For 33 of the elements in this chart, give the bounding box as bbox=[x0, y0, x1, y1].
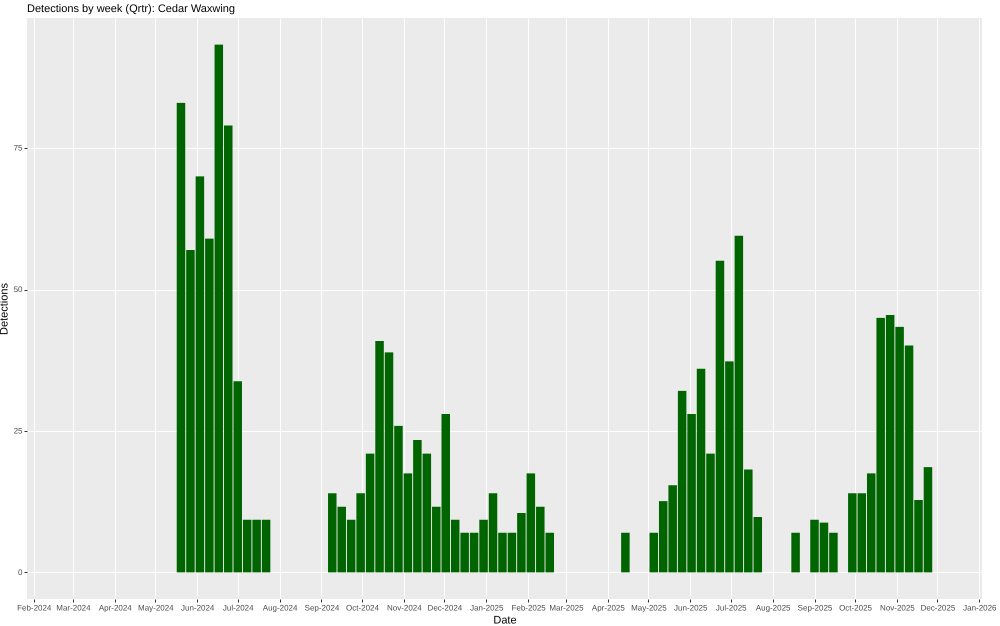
x-tick-label: Feb-2025 bbox=[512, 604, 546, 612]
x-tick-label: Apr-2024 bbox=[98, 604, 132, 612]
x-axis-title: Date bbox=[493, 614, 517, 626]
x-tick-label: Nov-2024 bbox=[387, 604, 422, 612]
y-tick-label: 50 bbox=[14, 285, 24, 294]
bar bbox=[791, 532, 800, 572]
chart-title: Detections by week (Qrtr): Cedar Waxwing bbox=[27, 3, 236, 15]
bar bbox=[621, 532, 630, 572]
x-tick-label: Dec-2024 bbox=[428, 604, 463, 612]
x-tick-label: Jan-2025 bbox=[470, 604, 504, 612]
y-tick-label: 0 bbox=[18, 568, 24, 577]
y-tick-label: 25 bbox=[14, 426, 24, 436]
x-tick-label: Feb-2024 bbox=[17, 604, 52, 612]
x-tick-label: Nov-2025 bbox=[880, 604, 916, 612]
y-axis-title: Detections bbox=[0, 282, 11, 335]
x-tick-label: Sep-2025 bbox=[798, 604, 833, 612]
x-tick-label: Jun-2025 bbox=[674, 604, 708, 612]
x-tick-label: Mar-2025 bbox=[549, 604, 584, 612]
x-tick-label: Apr-2025 bbox=[592, 604, 626, 612]
x-tick-label: Oct-2024 bbox=[346, 604, 380, 612]
x-tick-label: Jan-2026 bbox=[963, 604, 998, 612]
x-tick-label: Sep-2024 bbox=[304, 604, 340, 612]
x-tick-label: Aug-2025 bbox=[756, 604, 792, 612]
x-tick-label: May-2025 bbox=[631, 604, 668, 612]
x-tick-label: Jul-2025 bbox=[716, 604, 748, 612]
x-tick-label: Oct-2025 bbox=[839, 604, 873, 612]
x-tick-label: Aug-2024 bbox=[262, 604, 298, 612]
x-tick-label: Jun-2024 bbox=[181, 604, 215, 612]
x-tick-label: Mar-2024 bbox=[56, 604, 92, 612]
x-tick-label: Dec-2025 bbox=[920, 604, 956, 612]
x-tick-label: Jul-2024 bbox=[222, 604, 254, 612]
y-tick-label: 75 bbox=[14, 144, 24, 153]
x-tick-label: May-2024 bbox=[138, 604, 174, 612]
